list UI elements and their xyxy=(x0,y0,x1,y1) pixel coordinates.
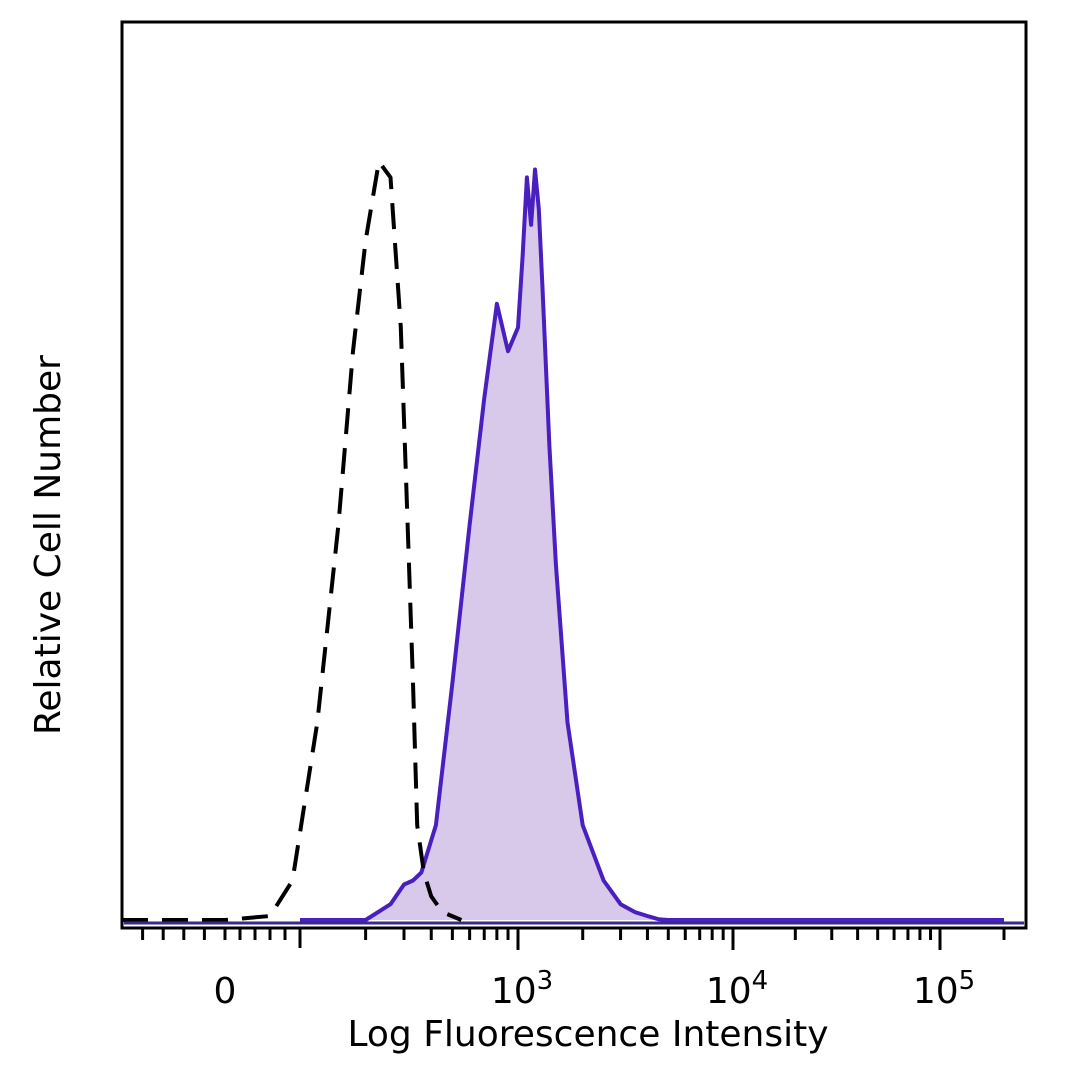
x-tick-label-2: 104 xyxy=(706,966,768,1012)
y-axis-title: Relative Cell Number xyxy=(28,355,69,735)
series-1-fill xyxy=(300,169,1004,920)
x-axis-tick-labels: 0 103 104 105 xyxy=(214,966,976,1012)
x-axis-ticks xyxy=(141,928,1006,950)
series-0-line xyxy=(122,159,463,922)
series-layer xyxy=(122,159,1024,925)
x-tick-label-3: 105 xyxy=(913,966,975,1012)
series-1-line xyxy=(300,167,1004,922)
x-tick-label-1: 103 xyxy=(491,966,553,1012)
x-axis-title: Log Fluorescence Intensity xyxy=(347,1014,828,1055)
x-tick-label-0: 0 xyxy=(214,971,237,1012)
